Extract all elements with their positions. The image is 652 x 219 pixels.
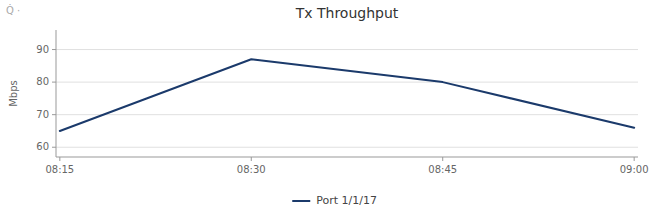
x-tick-label: 09:00 [620, 164, 649, 175]
legend-swatch [292, 200, 310, 202]
series-line [60, 59, 634, 131]
legend: Port 1/1/17 [292, 194, 377, 207]
chart-container: 60 70 80 90 08:15 08:30 08:45 09:00 Tx Throughpu… [0, 0, 652, 219]
grid-line [56, 49, 638, 50]
grid-line [56, 147, 638, 148]
annotation: Q̇ · [6, 4, 20, 16]
y-tick-label: 90 [36, 44, 49, 55]
plot-area [60, 59, 634, 131]
grid-line [56, 114, 638, 115]
legend-label: Port 1/1/17 [316, 194, 377, 207]
y-tick [52, 147, 56, 148]
y-axis-label: Mbps [8, 80, 19, 107]
x-tick-label: 08:15 [45, 164, 74, 175]
x-tick [442, 157, 443, 161]
x-tick-label: 08:45 [428, 164, 457, 175]
y-tick-label: 80 [36, 76, 49, 87]
y-tick [52, 82, 56, 83]
y-tick-label: 60 [36, 141, 49, 152]
chart-title: Tx Throughput [295, 5, 399, 21]
x-tick [251, 157, 252, 161]
x-tick [634, 157, 635, 161]
chart-svg: 60 70 80 90 08:15 08:30 08:45 09:00 Tx Throughpu… [0, 0, 652, 219]
y-tick-label: 70 [36, 109, 49, 120]
y-tick [52, 49, 56, 50]
grid-line [56, 82, 638, 83]
x-tick [59, 157, 60, 161]
y-tick [52, 114, 56, 115]
grid [56, 50, 638, 148]
y-axis-line [56, 30, 57, 157]
x-axis-line [56, 157, 638, 158]
x-tick-label: 08:30 [237, 164, 266, 175]
